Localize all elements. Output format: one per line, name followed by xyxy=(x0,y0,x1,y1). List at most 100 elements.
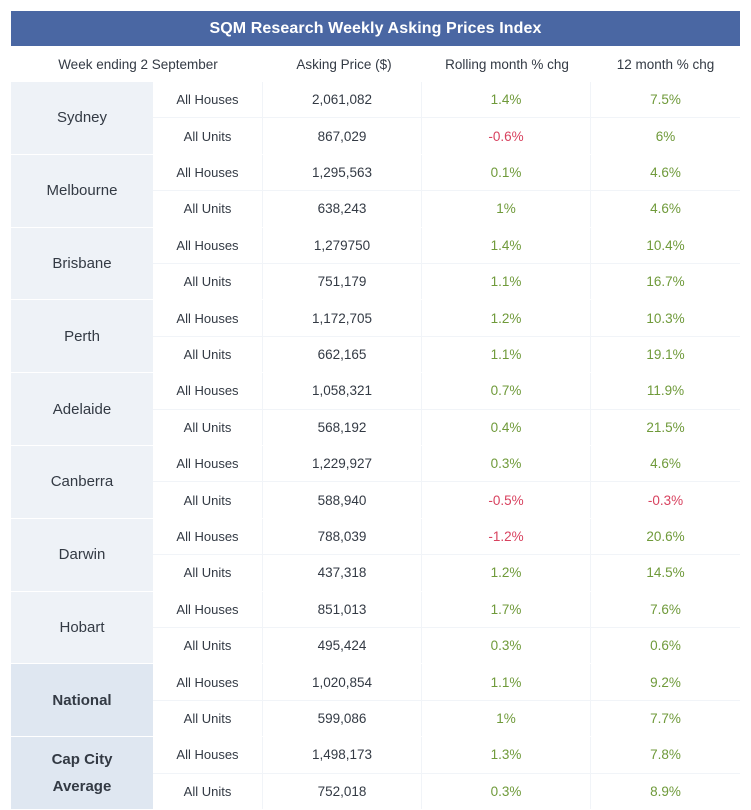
rolling-month-change: 0.3% xyxy=(421,445,590,482)
asking-price: 1,020,854 xyxy=(262,664,421,700)
rolling-month-change: 0.1% xyxy=(421,154,590,191)
city-group: Melbourne All Houses 1,295,563 0.1% 4.6% All … xyxy=(11,154,740,228)
asking-price: 1,295,563 xyxy=(262,154,421,191)
property-type: All Houses xyxy=(176,383,239,399)
rolling-month-change: 1.4% xyxy=(421,227,590,263)
header-month-change: Rolling month % chg xyxy=(445,56,569,72)
twelve-month-change: 7.5% xyxy=(590,82,740,118)
table-row: All Houses 788,039 -1.2% 20.6% xyxy=(153,518,740,555)
rolling-month-change: 1.4% xyxy=(421,82,590,118)
table-row: All Units 751,179 1.1% 16.7% xyxy=(153,263,740,300)
table-row: All Houses 1,498,173 1.3% 7.8% xyxy=(153,737,740,773)
twelve-month-change: 0.6% xyxy=(590,627,740,664)
rolling-month-change: 1% xyxy=(421,191,590,227)
table-row: All Units 588,940 -0.5% -0.3% xyxy=(153,481,740,518)
city-group: Hobart All Houses 851,013 1.7% 7.6% All Units… xyxy=(11,591,740,665)
asking-price: 1,172,705 xyxy=(262,300,421,336)
rolling-month-change: -0.5% xyxy=(421,482,590,518)
rolling-month-change: 1.1% xyxy=(421,336,590,373)
rolling-month-change: 1.2% xyxy=(421,555,590,591)
table-row: All Houses 851,013 1.7% 7.6% xyxy=(153,591,740,627)
table-body: Sydney All Houses 2,061,082 1.4% 7.5% All Uni… xyxy=(11,82,740,810)
asking-price: 638,243 xyxy=(262,191,421,227)
property-type: All Units xyxy=(183,419,232,435)
property-type: All Houses xyxy=(176,165,239,180)
table-row: All Units 495,424 0.3% 0.6% xyxy=(153,626,740,664)
asking-prices-table: SQM Research Weekly Asking Prices Index … xyxy=(11,11,740,810)
twelve-month-change: 19.1% xyxy=(590,336,740,373)
table-row: All Units 568,192 0.4% 21.5% xyxy=(153,408,740,445)
rolling-month-change: 1.2% xyxy=(421,300,590,336)
asking-price: 437,318 xyxy=(262,555,421,591)
city-group: Cap City Average All Houses 1,498,173 1.3% 7.… xyxy=(11,737,740,810)
property-type: All Houses xyxy=(176,674,239,690)
table-row: All Houses 1,172,705 1.2% 10.3% xyxy=(153,300,740,336)
table-row: All Houses 1,279750 1.4% 10.4% xyxy=(153,227,740,263)
twelve-month-change: 11.9% xyxy=(590,373,740,409)
table-row: All Units 599,086 1% 7.7% xyxy=(153,699,740,737)
twelve-month-change: 4.6% xyxy=(590,154,740,191)
asking-price: 1,279750 xyxy=(262,227,421,263)
asking-price: 662,165 xyxy=(262,336,421,373)
property-type: All Units xyxy=(183,638,232,654)
city-name: Cap City Average xyxy=(11,737,153,809)
twelve-month-change: -0.3% xyxy=(590,482,740,518)
asking-price: 1,498,173 xyxy=(262,737,421,773)
city-name: Canberra xyxy=(11,445,153,518)
twelve-month-change: 14.5% xyxy=(590,555,740,591)
table-row: All Houses 1,295,563 0.1% 4.6% xyxy=(153,154,740,191)
property-type: All Houses xyxy=(176,456,239,472)
property-type: All Houses xyxy=(176,92,239,108)
rolling-month-change: 1% xyxy=(421,700,590,737)
asking-price: 2,061,082 xyxy=(262,82,421,118)
property-type: All Units xyxy=(183,492,232,508)
header-week: Week ending 2 September xyxy=(58,56,218,72)
twelve-month-change: 20.6% xyxy=(590,518,740,555)
asking-price: 495,424 xyxy=(262,627,421,664)
table-row: All Houses 1,229,927 0.3% 4.6% xyxy=(153,445,740,482)
asking-price: 788,039 xyxy=(262,518,421,555)
asking-price: 599,086 xyxy=(262,700,421,737)
asking-price: 867,029 xyxy=(262,118,421,154)
rolling-month-change: 1.7% xyxy=(421,591,590,627)
property-type: All Units xyxy=(183,274,232,290)
asking-price: 751,179 xyxy=(262,264,421,300)
rolling-month-change: 0.7% xyxy=(421,373,590,409)
table-row: All Units 437,318 1.2% 14.5% xyxy=(153,554,740,591)
table-row: All Houses 1,020,854 1.1% 9.2% xyxy=(153,664,740,700)
city-group: Adelaide All Houses 1,058,321 0.7% 11.9% All … xyxy=(11,373,740,446)
table-row: All Houses 2,061,082 1.4% 7.5% xyxy=(153,82,740,118)
asking-price: 568,192 xyxy=(262,409,421,445)
twelve-month-change: 6% xyxy=(590,118,740,154)
property-type: All Units xyxy=(183,347,232,362)
table-row: All Units 867,029 -0.6% 6% xyxy=(153,117,740,154)
rolling-month-change: 0.3% xyxy=(421,627,590,664)
property-type: All Houses xyxy=(176,237,239,253)
city-name: Darwin xyxy=(11,518,153,591)
table-row: All Units 662,165 1.1% 19.1% xyxy=(153,335,740,373)
twelve-month-change: 16.7% xyxy=(590,264,740,300)
city-group: Darwin All Houses 788,039 -1.2% 20.6% All Uni… xyxy=(11,518,740,592)
asking-price: 1,058,321 xyxy=(262,373,421,409)
property-type: All Houses xyxy=(176,747,239,763)
rolling-month-change: -1.2% xyxy=(421,518,590,555)
column-headers: Week ending 2 September Asking Price ($)… xyxy=(11,46,740,82)
twelve-month-change: 4.6% xyxy=(590,191,740,227)
city-group: Brisbane All Houses 1,279750 1.4% 10.4% All U… xyxy=(11,227,740,301)
property-type: All Units xyxy=(183,201,232,217)
header-year-change: 12 month % chg xyxy=(616,56,715,72)
table-title: SQM Research Weekly Asking Prices Index xyxy=(11,11,740,46)
rolling-month-change: 0.4% xyxy=(421,409,590,445)
city-name: Sydney xyxy=(11,82,153,154)
table-row: All Houses 1,058,321 0.7% 11.9% xyxy=(153,373,740,409)
twelve-month-change: 21.5% xyxy=(590,409,740,445)
property-type: All Units xyxy=(183,710,232,726)
rolling-month-change: -0.6% xyxy=(421,118,590,154)
property-type: All Units xyxy=(183,565,232,581)
property-type: All Units xyxy=(183,783,232,799)
property-type: All Houses xyxy=(176,310,239,326)
twelve-month-change: 10.4% xyxy=(590,227,740,263)
city-group: National All Houses 1,020,854 1.1% 9.2% All U… xyxy=(11,664,740,738)
city-name: Brisbane xyxy=(11,227,153,300)
rolling-month-change: 0.3% xyxy=(421,773,590,809)
